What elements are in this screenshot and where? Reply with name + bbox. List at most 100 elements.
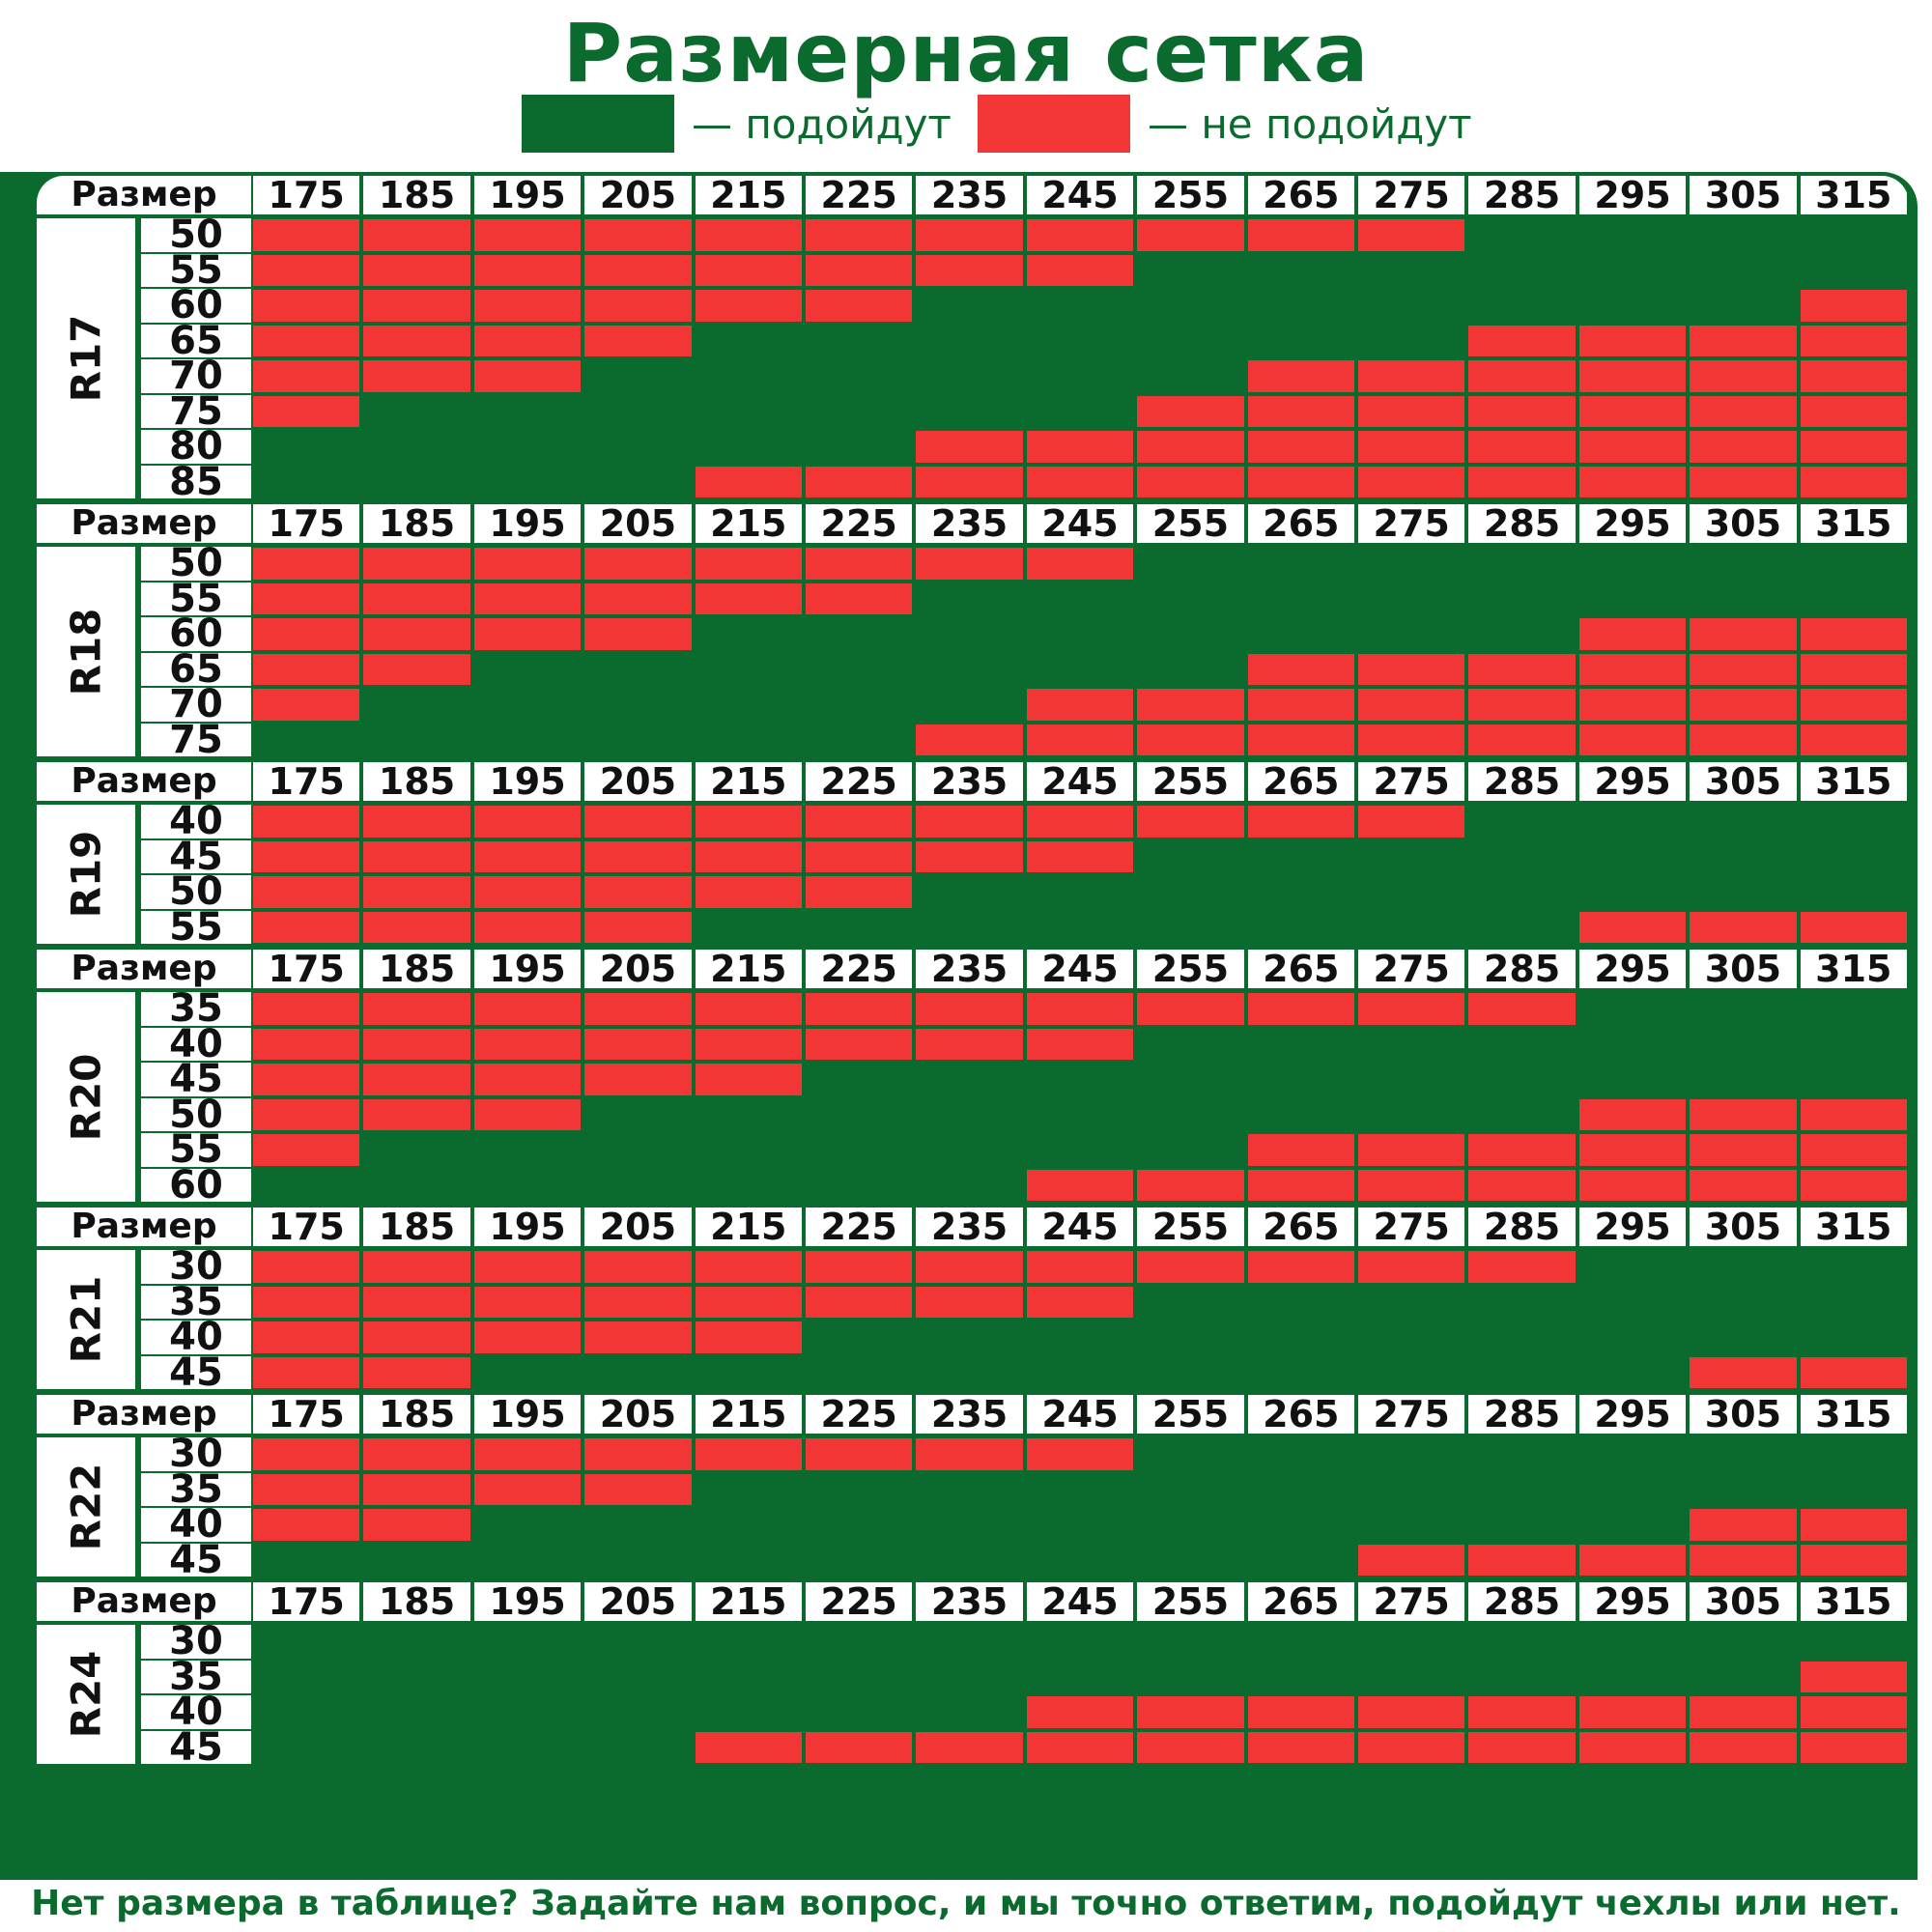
width-header-175: 175 (253, 950, 360, 988)
profile-label: 75 (141, 721, 251, 758)
fit-cell-green (695, 1356, 802, 1388)
nofit-cell-red (584, 993, 692, 1025)
nofit-cell-red (1800, 466, 1907, 497)
nofit-cell-red (1578, 618, 1687, 650)
nofit-cell-red (253, 219, 360, 251)
fit-cell-green (916, 1473, 1023, 1505)
fit-cell-green (695, 1626, 802, 1658)
fit-cell-green (584, 466, 692, 497)
fit-cell-green (1026, 1509, 1134, 1541)
rim-label-r18: R18 (37, 547, 135, 756)
width-header-185: 185 (363, 504, 470, 543)
nofit-cell-red (473, 840, 582, 872)
fit-cell-green (1468, 582, 1576, 614)
width-header-255: 255 (1137, 176, 1244, 214)
fit-cell-green (1026, 618, 1134, 650)
fit-cell-green (473, 653, 582, 685)
width-header-195: 195 (473, 176, 582, 214)
width-header-175: 175 (253, 176, 360, 214)
fit-cell-green (473, 1731, 582, 1763)
nofit-cell-red (1800, 1544, 1907, 1576)
fit-cell-green (1358, 290, 1465, 322)
rim-label-text: R18 (62, 608, 110, 696)
fit-cell-green (473, 1544, 582, 1576)
fit-cell-green (1468, 1356, 1576, 1388)
rim-label-r22: R22 (37, 1437, 135, 1577)
fit-cell-green (1137, 840, 1244, 872)
fit-cell-green (1800, 1064, 1907, 1095)
nofit-cell-red (1358, 1696, 1465, 1728)
fit-cell-green (1578, 806, 1687, 838)
fit-cell-green (1468, 290, 1576, 322)
nofit-cell-red (363, 806, 470, 838)
fit-cell-green (1358, 1098, 1465, 1130)
nofit-cell-red (253, 1134, 360, 1166)
width-header-245: 245 (1026, 762, 1134, 801)
fit-cell-green (695, 1098, 802, 1130)
width-header-255: 255 (1137, 950, 1244, 988)
fit-cell-green (916, 1064, 1023, 1095)
width-header-195: 195 (473, 950, 582, 988)
fit-cell-green (695, 1509, 802, 1541)
fit-cell-green (584, 1356, 692, 1388)
nofit-cell-red (916, 1251, 1023, 1283)
width-header-295: 295 (1578, 504, 1687, 543)
width-header-215: 215 (695, 950, 802, 988)
fit-cell-green (1800, 1473, 1907, 1505)
nofit-cell-red (695, 840, 802, 872)
fit-cell-green (1026, 360, 1134, 392)
nofit-cell-red (473, 360, 582, 392)
fit-cell-green (1358, 618, 1465, 650)
width-header-215: 215 (695, 1395, 802, 1434)
fit-cell-green (1800, 1626, 1907, 1658)
nofit-cell-red (1800, 1696, 1907, 1728)
fit-cell-green (1468, 1626, 1576, 1658)
nofit-cell-red (584, 1028, 692, 1060)
fit-cell-green (1358, 548, 1465, 580)
nofit-cell-red (1690, 1134, 1797, 1166)
fit-cell-green (1247, 1098, 1354, 1130)
nofit-cell-red (363, 840, 470, 872)
nofit-cell-red (253, 993, 360, 1025)
nofit-cell-red (1468, 1544, 1576, 1576)
nofit-cell-red (1578, 431, 1687, 463)
fit-cell-green (584, 1509, 692, 1541)
fit-cell-green (806, 325, 913, 356)
fit-cell-green (916, 582, 1023, 614)
nofit-cell-red (916, 219, 1023, 251)
nofit-cell-red (473, 1251, 582, 1283)
fit-cell-green (1026, 290, 1134, 322)
fit-cell-green (1137, 876, 1244, 908)
width-header-255: 255 (1137, 762, 1244, 801)
nofit-cell-red (1578, 689, 1687, 721)
nofit-cell-red (1690, 360, 1797, 392)
width-header-185: 185 (363, 1582, 470, 1621)
nofit-cell-red (1247, 724, 1354, 755)
profile-label: 65 (141, 650, 251, 688)
nofit-cell-red (1026, 840, 1134, 872)
fit-cell-green (1247, 254, 1354, 286)
fit-cell-green (1468, 840, 1576, 872)
nofit-cell-red (1358, 395, 1465, 427)
width-header-265: 265 (1247, 762, 1354, 801)
profile-label: 55 (141, 580, 251, 617)
fit-cell-green (1247, 618, 1354, 650)
width-header-305: 305 (1690, 176, 1797, 214)
fit-cell-green (1137, 548, 1244, 580)
rim-label-r19: R19 (37, 805, 135, 944)
fit-cell-green (1690, 1438, 1797, 1470)
fit-cell-green (1026, 1544, 1134, 1576)
width-header-265: 265 (1247, 1395, 1354, 1434)
rim-label-text: R20 (62, 1053, 110, 1141)
fit-cell-green (916, 1356, 1023, 1388)
nofit-cell-red (1247, 219, 1354, 251)
nofit-cell-red (1468, 360, 1576, 392)
fit-cell-green (1247, 1509, 1354, 1541)
fit-cell-green (473, 395, 582, 427)
fit-cell-green (1026, 395, 1134, 427)
nofit-cell-red (1578, 395, 1687, 427)
fit-cell-green (1247, 1661, 1354, 1692)
fit-cell-green (1137, 1438, 1244, 1470)
nofit-cell-red (1247, 1169, 1354, 1201)
profile-label: 30 (141, 1622, 251, 1661)
